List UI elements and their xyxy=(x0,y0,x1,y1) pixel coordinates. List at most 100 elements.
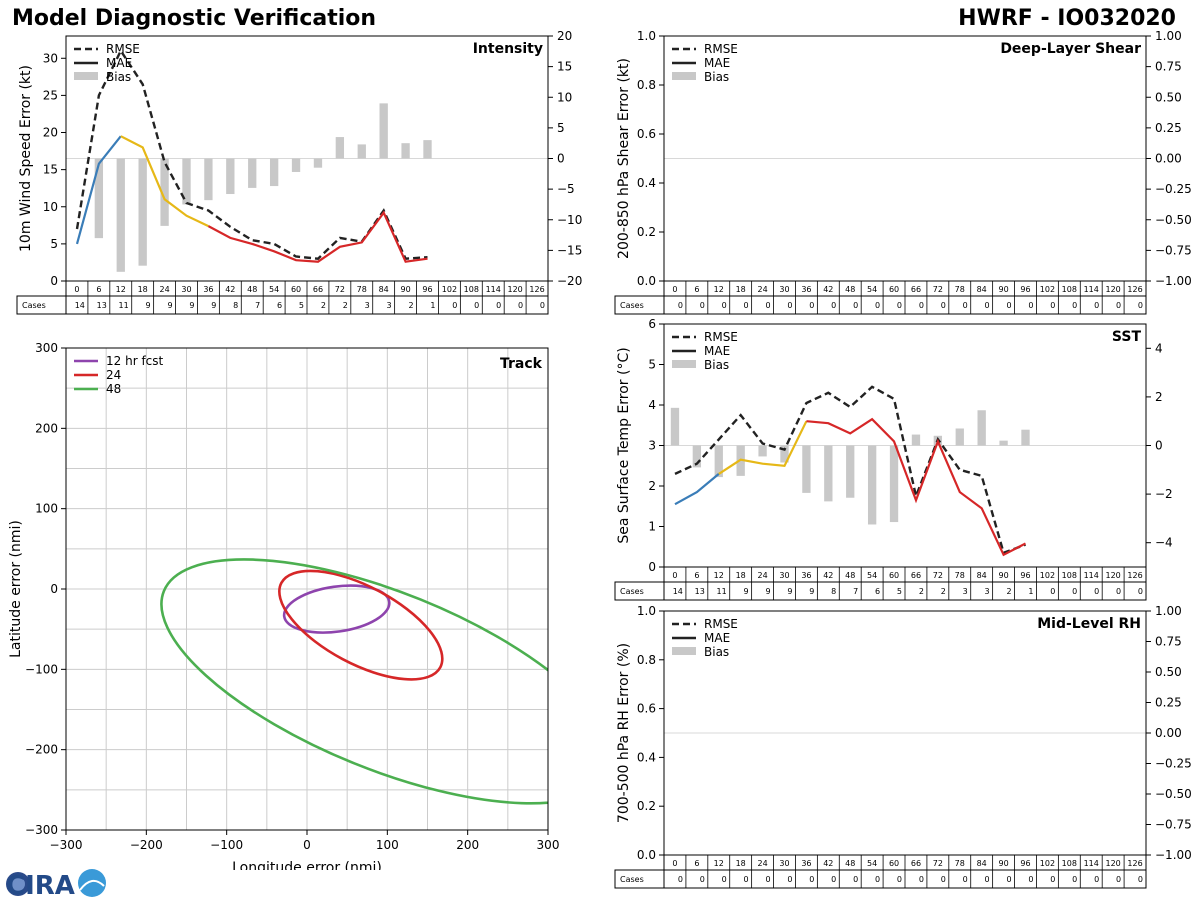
y-tick-label: 0.6 xyxy=(637,702,656,716)
lead-time-label: 0 xyxy=(74,285,79,294)
case-count: 0 xyxy=(765,301,770,310)
bias-bar xyxy=(335,137,345,159)
track-chart: −300 −200 −100 0 100 200 300 −300 −200 −100 0 100 20… xyxy=(8,341,559,870)
legend-bias-swatch xyxy=(672,72,696,80)
y2-tick-label: 1.00 xyxy=(1155,29,1182,43)
bias-bar xyxy=(780,445,789,463)
lead-time-label: 24 xyxy=(757,571,767,580)
y-axis-label: 200-850 hPa Shear Error (kt) xyxy=(616,58,632,259)
case-count: 14 xyxy=(75,301,85,310)
lead-time-label: 114 xyxy=(1084,571,1099,580)
bias-bar xyxy=(269,158,279,187)
lead-time-label: 30 xyxy=(779,285,789,294)
lead-time-label: 108 xyxy=(464,285,479,294)
y-tick-label: 0.2 xyxy=(637,799,656,813)
ellipse-group xyxy=(160,558,548,805)
bias-bar xyxy=(758,445,767,457)
lead-time-label: 66 xyxy=(911,285,921,294)
y-tick-label: 0.0 xyxy=(637,274,656,288)
y2-tick-label: −20 xyxy=(557,274,582,288)
case-count: 0 xyxy=(919,301,924,310)
cases-row xyxy=(614,295,1147,315)
case-count: 2 xyxy=(321,301,326,310)
case-count: 0 xyxy=(809,301,814,310)
y2-tick-label: −0.75 xyxy=(1155,818,1192,832)
case-count: 3 xyxy=(963,587,968,596)
case-count: 0 xyxy=(678,301,683,310)
case-count: 3 xyxy=(387,301,392,310)
lead-time-label: 96 xyxy=(1020,571,1030,580)
lead-time-label: 60 xyxy=(889,285,899,294)
lead-time-label: 48 xyxy=(247,285,257,294)
y-tick-label: 0 xyxy=(50,582,58,596)
y-tick-label: −200 xyxy=(25,743,58,757)
lead-time-label: 66 xyxy=(911,859,921,868)
y2-tick-label: 15 xyxy=(557,60,572,74)
case-count: 0 xyxy=(700,301,705,310)
bias-bar xyxy=(248,158,257,188)
case-count: 9 xyxy=(146,301,151,310)
rh-chart: 0.0 0.2 0.4 0.6 0.8 1.0 −1.00 −0.75 −0.50 −0.25 0.… xyxy=(614,604,1192,889)
lead-time-label: 42 xyxy=(823,285,833,294)
legend-track-label: 48 xyxy=(106,382,121,396)
case-count: 0 xyxy=(985,875,990,884)
y2-tick-label: −0.25 xyxy=(1155,757,1192,771)
case-count: 0 xyxy=(700,875,705,884)
shear-chart: 0.0 0.2 0.4 0.6 0.8 1.0 −1.00 −0.75 −0.50 −0.25 0.… xyxy=(614,29,1192,315)
case-count: 0 xyxy=(1116,301,1121,310)
legend-rmse-label: RMSE xyxy=(704,330,738,344)
page-title: Model Diagnostic Verification xyxy=(12,6,377,31)
case-count: 0 xyxy=(1050,301,1055,310)
lead-time-label: 72 xyxy=(933,859,943,868)
lead-time-label: 24 xyxy=(757,285,767,294)
mae-line-late xyxy=(207,210,428,263)
y2-tick-label: 0.75 xyxy=(1155,635,1182,649)
y-tick-label: 0 xyxy=(648,560,656,574)
lead-time-label: 12 xyxy=(116,285,126,294)
case-count: 6 xyxy=(277,301,282,310)
mae-line-mid xyxy=(718,420,808,475)
case-count: 5 xyxy=(299,301,304,310)
lead-time-label: 54 xyxy=(867,285,877,294)
lead-time-label: 78 xyxy=(357,285,367,294)
bias-bar xyxy=(204,158,213,201)
y2-tick-label: −4 xyxy=(1155,536,1173,550)
y-tick-label: 4 xyxy=(648,398,656,412)
case-count: 0 xyxy=(809,875,814,884)
bias-bar xyxy=(379,103,388,159)
bias-bar xyxy=(670,407,680,446)
logo-text: CIRA xyxy=(6,871,75,900)
mae-line-early xyxy=(674,473,720,506)
y2-tick-label: 10 xyxy=(557,90,572,104)
y-tick-label: 0.2 xyxy=(637,225,656,239)
bias-bar xyxy=(116,158,125,272)
lead-time-label: 102 xyxy=(1040,285,1055,294)
bias-bar xyxy=(182,158,191,205)
y2-tick-label: −0.50 xyxy=(1155,787,1192,801)
lead-time-label: 18 xyxy=(736,859,746,868)
lead-time-label: 120 xyxy=(507,285,522,294)
y-tick-label: 0.8 xyxy=(637,78,656,92)
y-tick-label: 20 xyxy=(43,126,58,140)
case-count: 0 xyxy=(518,301,523,310)
case-count: 0 xyxy=(1072,587,1077,596)
lead-time-label: 12 xyxy=(714,571,724,580)
lead-time-label: 78 xyxy=(955,285,965,294)
case-count: 0 xyxy=(496,301,501,310)
bias-bar xyxy=(824,445,833,502)
lead-time-label: 126 xyxy=(1127,859,1142,868)
swoosh-icon xyxy=(79,879,105,891)
lead-time-label: 30 xyxy=(779,859,789,868)
case-count: 0 xyxy=(744,875,749,884)
case-count: 0 xyxy=(875,875,880,884)
lead-time-label: 30 xyxy=(779,571,789,580)
case-count: 0 xyxy=(897,301,902,310)
case-count: 5 xyxy=(897,587,902,596)
y-tick-label: 6 xyxy=(648,317,656,331)
lead-time-label: 60 xyxy=(889,571,899,580)
x-tick-label: −200 xyxy=(130,838,163,852)
lead-time-label: 102 xyxy=(1040,859,1055,868)
y-axis-label: 10m Wind Speed Error (kt) xyxy=(18,65,34,252)
x-tick-label: −100 xyxy=(210,838,243,852)
legend-bias-label: Bias xyxy=(704,358,729,372)
